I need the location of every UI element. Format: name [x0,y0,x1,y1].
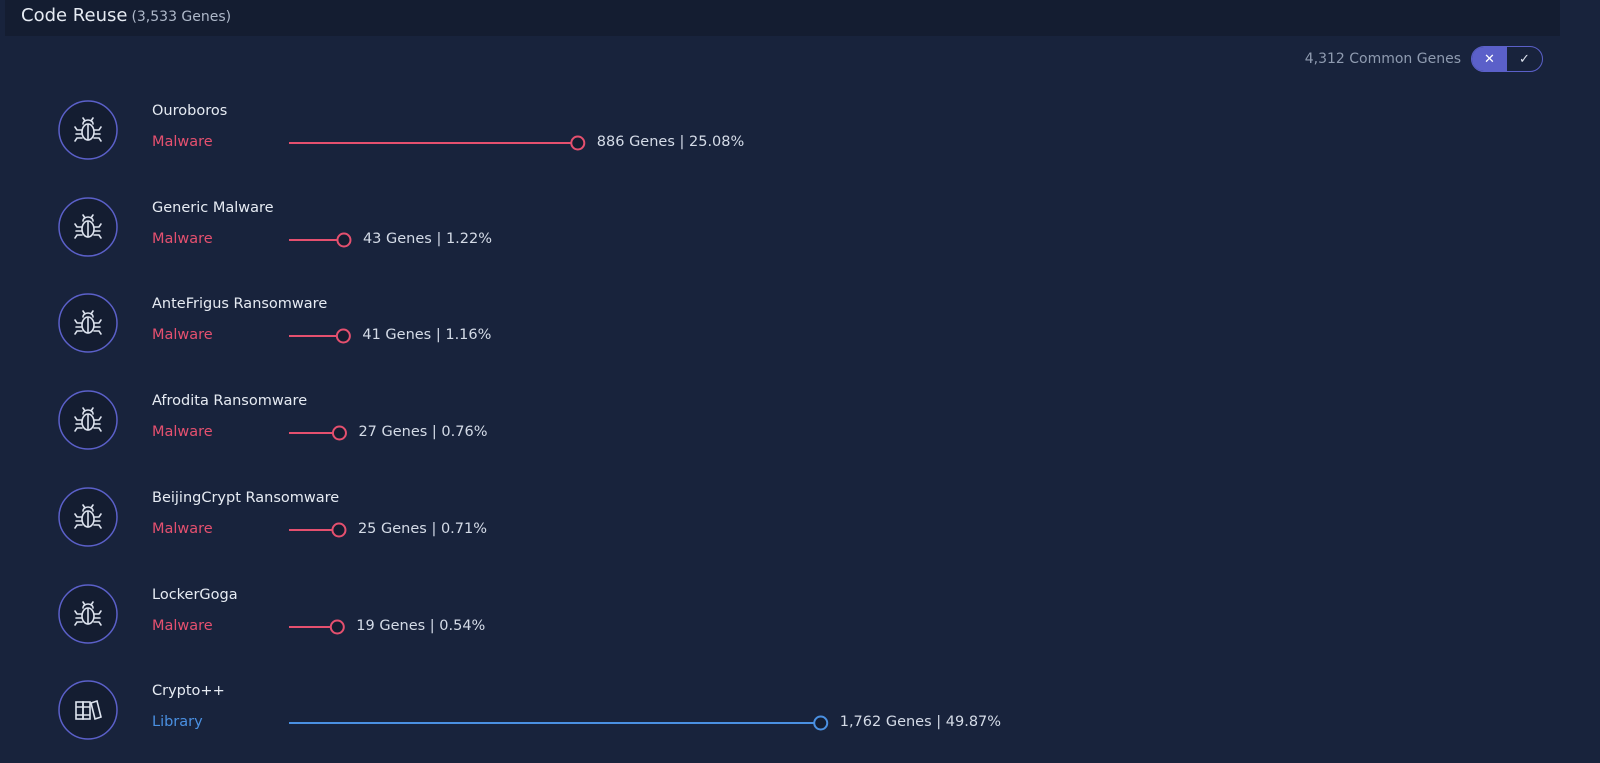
value-label: 27 Genes | 0.76% [358,424,488,441]
common-genes-label: 4,312 Common Genes [1304,51,1461,67]
gene-row[interactable]: BeijingCrypt Ransomware Malware 25 Genes … [0,487,1600,549]
bar [289,328,351,344]
item-category: Malware [152,424,213,441]
title-text: Code Reuse [21,5,128,26]
bar [289,425,347,441]
icon [58,390,118,450]
bar-end [336,232,352,248]
value-label: 43 Genes | 1.22% [362,230,493,247]
item-name: BeijingCrypt Ransomware [152,489,340,506]
bar-end [329,619,345,634]
item-category: Malware [152,230,213,247]
bar-end [335,328,351,344]
item-category: Malware [152,617,213,634]
bar [289,715,829,731]
item-name: AnteFrigus Ransomware [152,296,328,313]
item-name: LockerGoga [152,586,238,603]
item-category: Malware [152,520,213,537]
value-label: 886 Genes | 25.08% [596,134,745,150]
toggle-off[interactable]: ✕ [1472,47,1507,71]
toggle-on[interactable]: ✓ [1519,51,1530,67]
gene-row[interactable]: Crypto++ Library 1,762 Genes | 49.87% [0,680,1600,742]
icon [58,293,118,354]
value-label: 1,762 Genes | 49.87% [839,714,1002,731]
gene-row[interactable]: Ouroboros Malware 886 Genes | 25.08% [0,100,1600,162]
value-label: 19 Genes | 0.54% [356,617,486,634]
bar-end [331,425,347,441]
item-name: Ouroboros [152,103,228,119]
bar [289,135,586,151]
item-name: Afrodita Ransomware [152,393,308,410]
gene-row[interactable]: AnteFrigus Ransomware Malware 41 Genes | … [0,293,1600,355]
gene-row[interactable]: Generic Malware Malware 43 Genes | 1.22% [0,196,1600,259]
value-label: 25 Genes | 0.71% [357,520,488,537]
icon [58,487,118,547]
icon [58,100,118,160]
value-label: 41 Genes | 1.16% [362,327,492,344]
header: Code Reuse (3,533 Genes) [5,0,1560,36]
item-category: Malware [152,327,213,344]
bar [289,619,345,634]
item-category: Library [152,714,203,731]
bar-end [570,135,586,151]
item-name: Generic Malware [152,199,274,216]
icon [58,196,118,257]
icon [58,680,118,740]
icon [58,583,118,644]
gene-row[interactable]: Afrodita Ransomware Malware 27 Genes | 0.… [0,390,1600,452]
bar-end [813,715,829,731]
bar [289,522,347,538]
item-name: Crypto++ [152,683,225,700]
toggle[interactable]: ✕ ✓ [1471,46,1543,72]
bar [289,232,352,248]
gene-row[interactable]: LockerGoga Malware 19 Genes | 0.54% [0,583,1600,646]
gene-count: (3,533 Genes) [131,9,232,25]
item-category: Malware [152,134,213,150]
title: Code Reuse (3,533 Genes) [21,5,231,26]
bar-end [331,522,347,538]
